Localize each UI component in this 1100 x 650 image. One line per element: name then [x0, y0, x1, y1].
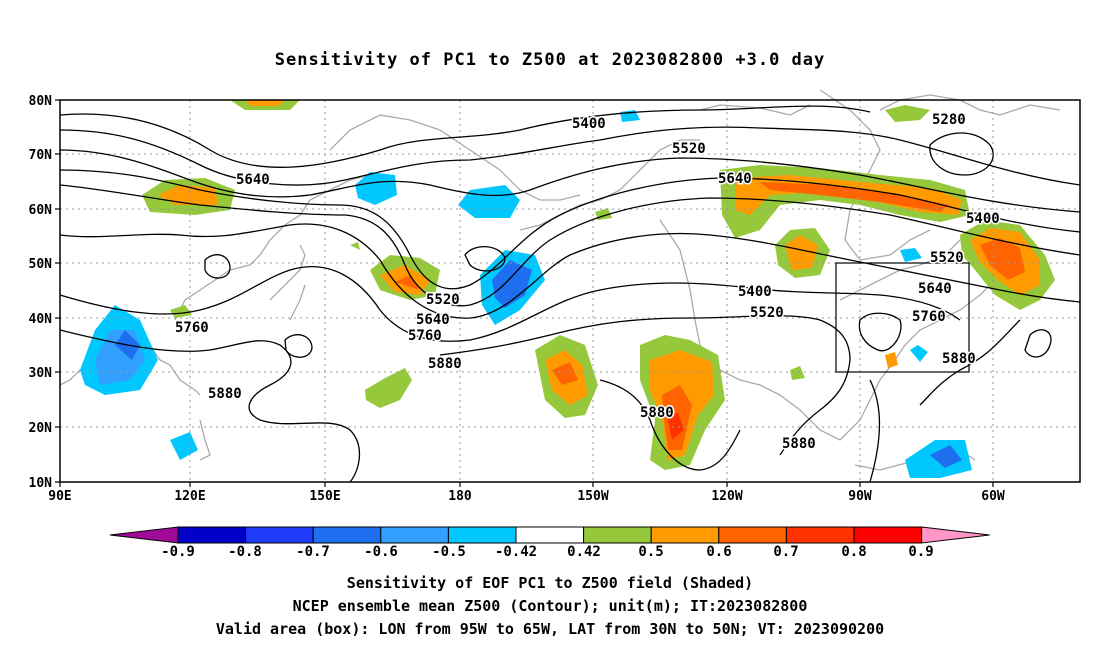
lat-label: 30N [29, 366, 53, 381]
contour-label: 5520 [930, 250, 964, 266]
colorbar-box [245, 526, 314, 544]
contour-label: 5640 [236, 172, 270, 188]
valid-area-box [835, 262, 970, 373]
colorbar: -0.9 -0.8 -0.7 -0.6 -0.5 -0.42 0.42 0.5 … [109, 526, 990, 560]
contour-label: 5880 [942, 351, 976, 367]
lon-label: 60W [981, 489, 1005, 504]
colorbar-label: -0.6 [364, 544, 398, 560]
colorbar-box [785, 526, 855, 544]
lon-label: 90W [848, 489, 872, 504]
lat-label: 60N [29, 203, 53, 218]
lat-label: 40N [29, 312, 53, 327]
colorbar-label: -0.7 [296, 544, 330, 560]
contour-label: 5880 [640, 405, 674, 421]
colorbar-box [718, 526, 787, 544]
lon-label: 120W [711, 489, 742, 504]
colorbar-box [650, 526, 720, 544]
graticule [60, 100, 1080, 482]
lat-label: 80N [29, 94, 53, 109]
contour-label: 5520 [426, 292, 460, 308]
colorbar-box [853, 526, 923, 544]
lon-label: 150W [577, 489, 608, 504]
colorbar-box [583, 526, 652, 544]
contour-label: 5400 [572, 116, 606, 132]
z500-contours [59, 105, 1081, 483]
contour-label: 5640 [718, 171, 752, 187]
colorbar-box [312, 526, 382, 544]
colorbar-label: -0.8 [228, 544, 262, 560]
lon-label: 120E [174, 489, 205, 504]
colorbar-label: 0.9 [908, 544, 933, 560]
colorbar-label: 0.5 [638, 544, 663, 560]
map-figure: 5280 5400 5520 5640 5760 5880 5400 5520 … [29, 89, 1081, 504]
colorbar-box [515, 526, 585, 544]
colorbar-label: 0.6 [706, 544, 731, 560]
colorbar-box [177, 526, 247, 544]
contour-label: 5640 [416, 312, 450, 328]
lat-label: 20N [29, 421, 53, 436]
contour-label: 5280 [932, 112, 966, 128]
page-title: Sensitivity of PC1 to Z500 at 2023082800… [274, 50, 826, 70]
lat-label: 10N [29, 476, 53, 491]
colorbar-box [380, 526, 449, 544]
contour-label: 5760 [175, 320, 209, 336]
colorbar-box [447, 526, 517, 544]
colorbar-label: -0.5 [432, 544, 466, 560]
colorbar-boxes [109, 526, 990, 544]
colorbar-label: 0.7 [773, 544, 798, 560]
colorbar-label: -0.42 [495, 544, 537, 560]
lon-label: 90E [48, 489, 71, 504]
contour-label: 5520 [672, 141, 706, 157]
contour-labels: 5280 5400 5520 5640 5760 5880 5400 5520 … [174, 111, 1002, 454]
contour-label: 5400 [738, 284, 772, 300]
caption-valid-area: Valid area (box): LON from 95W to 65W, L… [215, 620, 885, 638]
colorbar-min-arrow [109, 526, 179, 544]
colorbar-max-arrow [921, 526, 990, 544]
contour-label: 5880 [208, 386, 242, 402]
latitude-labels: 80N 70N 60N 50N 40N 30N 20N 10N [29, 94, 53, 491]
caption-shaded: Sensitivity of EOF PC1 to Z500 field (Sh… [346, 574, 754, 592]
contour-label: 5760 [912, 309, 946, 325]
colorbar-label: 0.8 [841, 544, 866, 560]
colorbar-labels: -0.9 -0.8 -0.7 -0.6 -0.5 -0.42 0.42 0.5 … [161, 544, 934, 560]
lat-label: 50N [29, 257, 53, 272]
lat-label: 70N [29, 148, 53, 163]
contour-label: 5880 [782, 436, 816, 452]
contour-label: 5520 [750, 305, 784, 321]
colorbar-label: 0.42 [567, 544, 601, 560]
contour-label: 5880 [428, 356, 462, 372]
colorbar-label: -0.9 [161, 544, 195, 560]
caption-contour: NCEP ensemble mean Z500 (Contour); unit(… [292, 597, 808, 615]
contour-label: 5640 [918, 281, 952, 297]
lon-label: 150E [309, 489, 340, 504]
contour-label: 5760 [408, 328, 442, 344]
longitude-labels: 90E 120E 150E 180 150W 120W 90W 60W [48, 489, 1005, 504]
plot-frame [59, 99, 1081, 483]
contour-label: 5400 [966, 211, 1000, 227]
lon-label: 180 [448, 489, 472, 504]
